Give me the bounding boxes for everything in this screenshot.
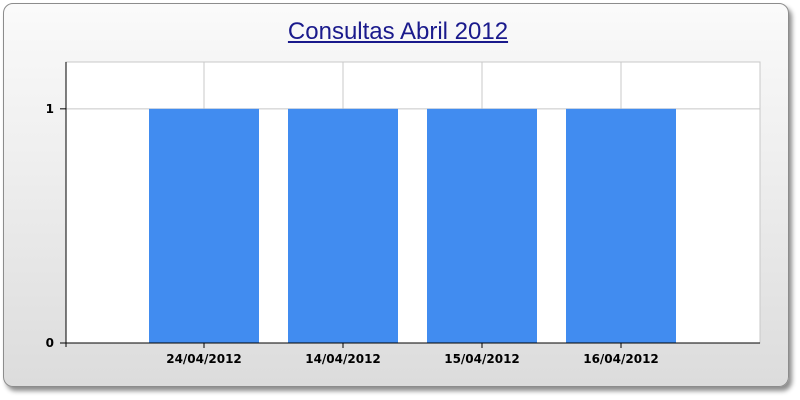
bar[interactable] <box>149 108 259 343</box>
chart-title-wrap: Consultas Abril 2012 <box>0 18 796 46</box>
x-tick-label: 16/04/2012 <box>583 352 659 366</box>
bar[interactable] <box>288 108 398 343</box>
axes <box>62 62 760 347</box>
x-tick-label: 14/04/2012 <box>305 352 381 366</box>
bars <box>149 108 676 343</box>
x-axis-ticks: 24/04/2012 14/04/2012 15/04/2012 16/04/2012 <box>166 343 659 366</box>
y-axis-ticks: 01 <box>46 102 66 350</box>
chart-title[interactable]: Consultas Abril 2012 <box>287 18 509 45</box>
y-tick-label: 1 <box>46 102 54 116</box>
x-tick-label: 15/04/2012 <box>444 352 520 366</box>
bar[interactable] <box>427 108 537 343</box>
x-tick-label: 24/04/2012 <box>166 352 242 366</box>
y-tick-label: 0 <box>46 336 54 350</box>
bar[interactable] <box>566 108 676 343</box>
